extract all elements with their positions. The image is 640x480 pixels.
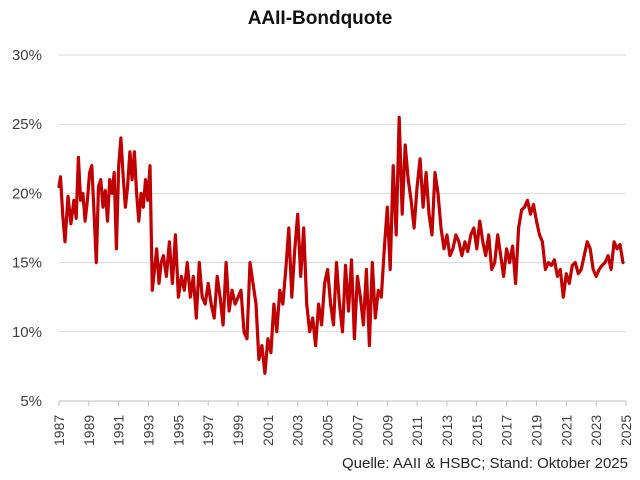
x-tick-label: 1989 <box>81 415 97 446</box>
chart-title: AAII-Bondquote <box>247 8 393 29</box>
y-tick-label: 20% <box>12 185 42 202</box>
x-tick-label: 2007 <box>349 415 365 446</box>
x-tick-label: 2023 <box>588 415 604 446</box>
x-axis <box>58 400 627 406</box>
y-tick-label: 15% <box>12 255 42 272</box>
y-tick-label: 30% <box>12 47 42 64</box>
source-note: Quelle: AAII & HSBC; Stand: Oktober 2025 <box>342 455 628 472</box>
x-tick-label: 1999 <box>230 415 246 446</box>
x-tick-label: 2005 <box>320 415 336 446</box>
x-tick-label: 2013 <box>439 415 455 446</box>
x-tick-label: 1991 <box>111 415 127 446</box>
x-tick-label: 2019 <box>528 415 544 446</box>
y-tick-label: 25% <box>12 116 42 133</box>
x-tick-label: 1995 <box>170 415 186 446</box>
x-tick-label: 2003 <box>290 415 306 446</box>
x-tick-label: 2009 <box>379 415 395 446</box>
x-tick-label: 2001 <box>260 415 276 446</box>
x-tick-label: 2017 <box>499 415 515 446</box>
x-tick-label: 2011 <box>409 416 425 446</box>
y-axis-ticks: 5% 10% 15% 20% 25% 30% <box>12 47 42 410</box>
y-tick-label: 5% <box>20 393 42 410</box>
bond-allocation-line <box>57 115 625 375</box>
x-tick-label: 1987 <box>51 415 67 446</box>
x-tick-label: 1997 <box>200 415 216 446</box>
x-tick-label: 2025 <box>618 415 634 446</box>
x-tick-label: 1993 <box>141 415 157 446</box>
y-tick-label: 10% <box>12 324 42 341</box>
x-tick-label: 2021 <box>558 415 574 446</box>
x-tick-label: 2015 <box>469 415 485 446</box>
x-axis-tick-labels: 1987 1989 1991 1993 1995 1997 1999 2001 2003 2005… <box>51 415 634 446</box>
